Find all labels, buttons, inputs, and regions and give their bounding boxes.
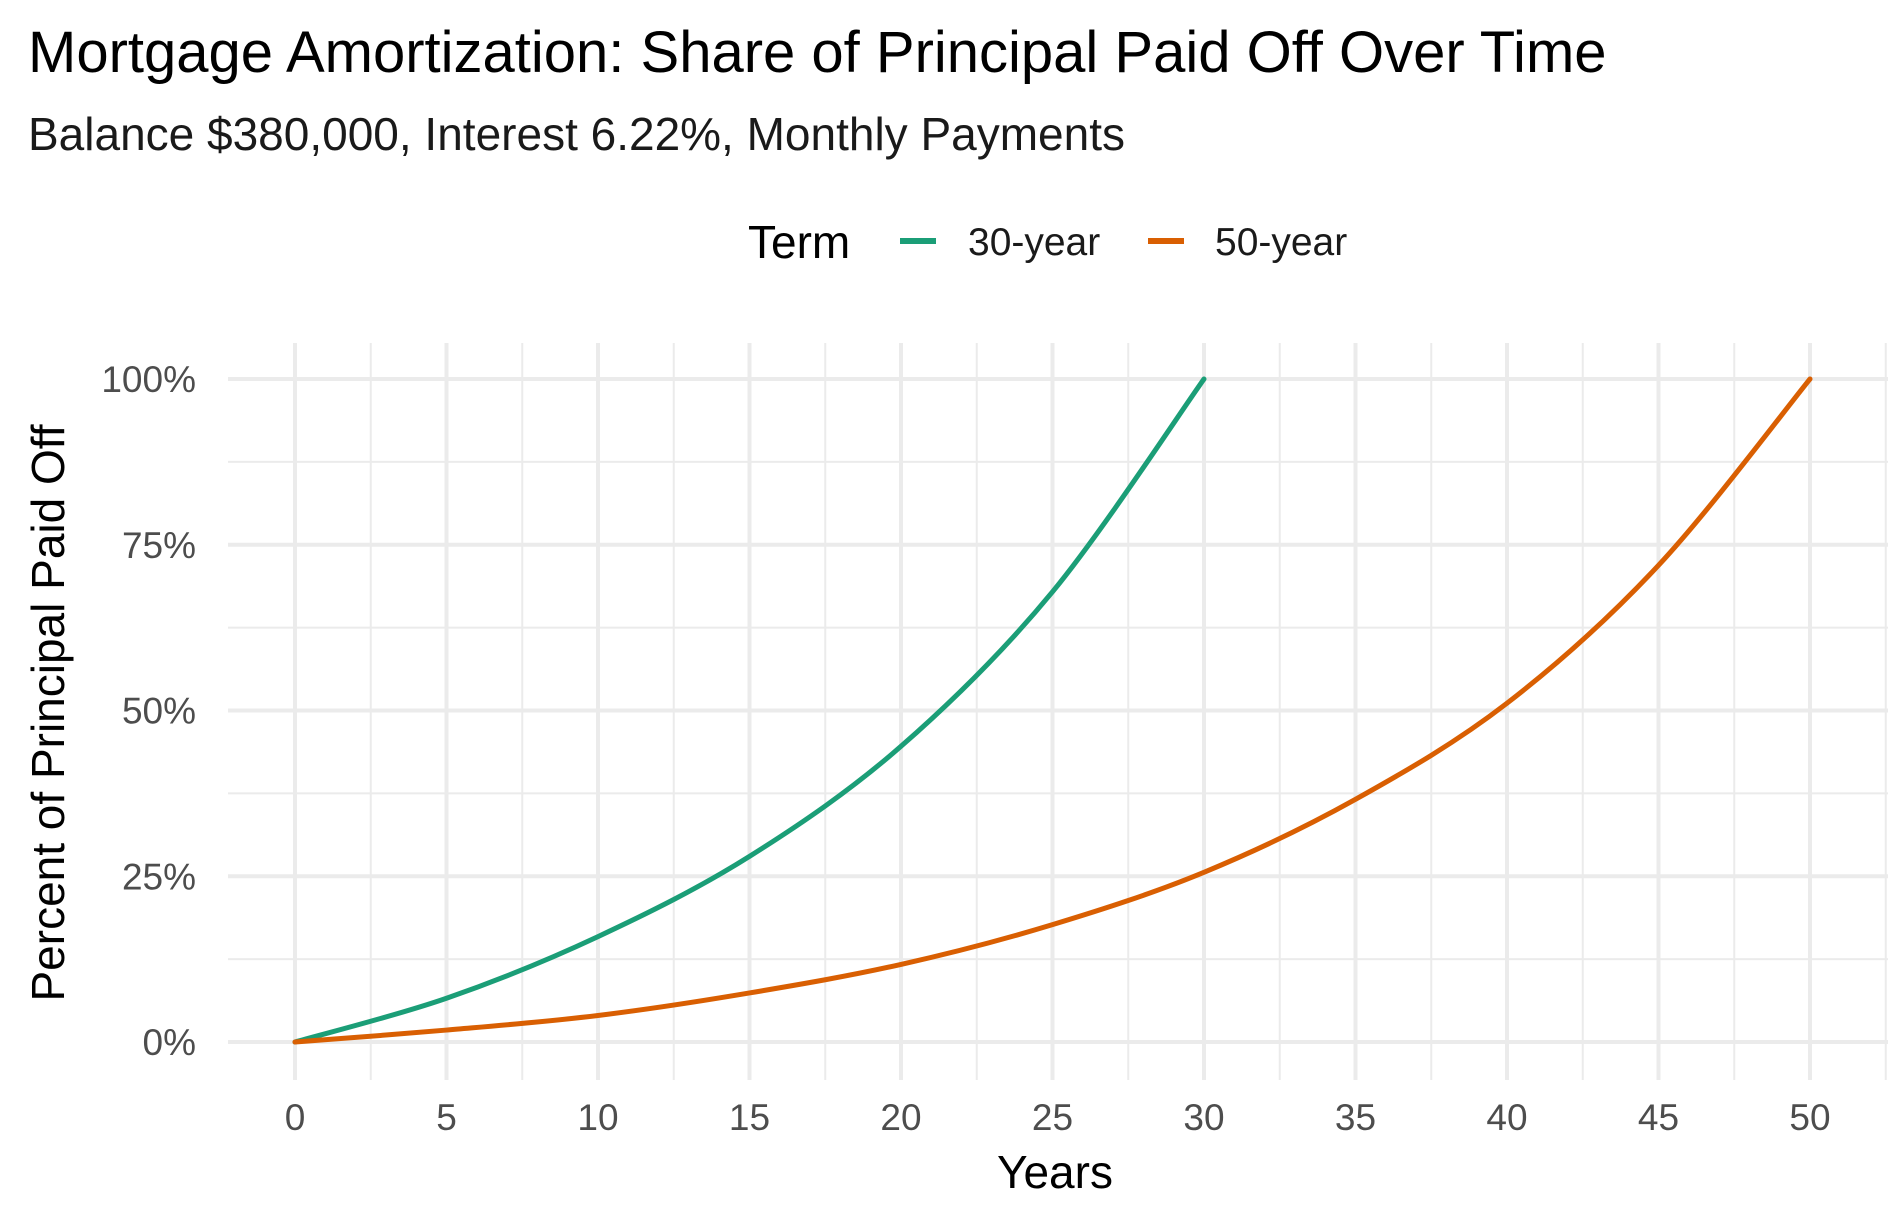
y-tick-label: 50% — [122, 691, 196, 732]
y-tick-label: 100% — [101, 359, 196, 400]
y-tick-label: 0% — [143, 1022, 196, 1063]
series-line-30-year — [292, 376, 1207, 1045]
y-tick-label: 75% — [122, 525, 196, 566]
series-lines — [292, 376, 1813, 1045]
x-tick-label: 35 — [1335, 1097, 1376, 1138]
x-tick-label: 20 — [880, 1097, 921, 1138]
chart-subtitle: Balance $380,000, Interest 6.22%, Monthl… — [28, 108, 1125, 160]
x-tick-label: 5 — [436, 1097, 457, 1138]
grid-major — [228, 343, 1888, 1080]
y-axis-title: Percent of Principal Paid Off — [22, 424, 74, 1001]
x-tick-label: 50 — [1789, 1097, 1830, 1138]
x-tick-label: 40 — [1486, 1097, 1527, 1138]
y-tick-label: 25% — [122, 856, 196, 897]
legend-title: Term — [748, 216, 850, 268]
x-tick-label: 30 — [1183, 1097, 1224, 1138]
legend: Term 30-year 50-year — [748, 216, 1347, 268]
x-tick-label: 0 — [285, 1097, 306, 1138]
y-axis-ticks: 0% 25% 50% 75% 100% — [101, 359, 196, 1063]
x-tick-label: 10 — [577, 1097, 618, 1138]
x-tick-label: 45 — [1638, 1097, 1679, 1138]
legend-label-30-year: 30-year — [968, 221, 1100, 264]
series-line-50-year — [292, 376, 1813, 1045]
x-axis-ticks: 0 5 10 15 20 25 30 35 40 45 50 — [285, 1097, 1831, 1138]
x-tick-label: 15 — [729, 1097, 770, 1138]
legend-label-50-year: 50-year — [1215, 221, 1347, 264]
x-tick-label: 25 — [1032, 1097, 1073, 1138]
x-axis-title: Years — [997, 1146, 1113, 1198]
chart-title: Mortgage Amortization: Share of Principa… — [28, 20, 1607, 85]
